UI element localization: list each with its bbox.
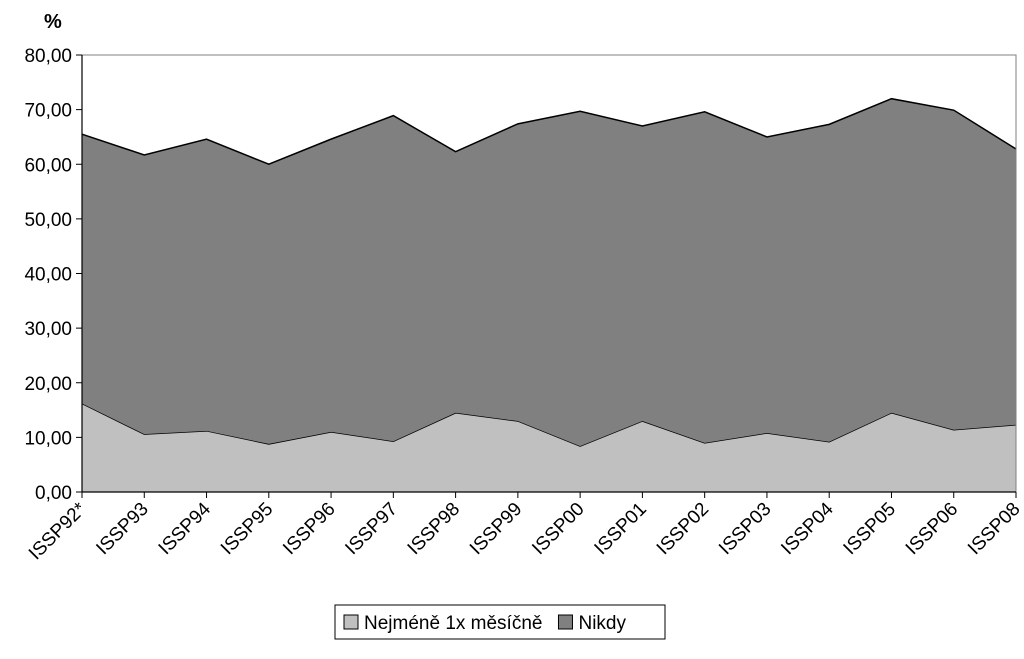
area-series-2-line bbox=[81, 97, 1017, 166]
x-tick-label: ISSP02 bbox=[653, 499, 713, 559]
y-tick-label: 10,00 bbox=[24, 428, 72, 449]
legend-label-1: Nejméně 1x měsíčně bbox=[364, 613, 542, 634]
area-series-2 bbox=[82, 98, 1016, 447]
x-tick-label: ISSP97 bbox=[341, 499, 401, 559]
y-tick-label: 40,00 bbox=[24, 265, 72, 286]
area-series-group bbox=[81, 97, 1017, 492]
x-tick-label: ISSP05 bbox=[840, 499, 900, 559]
area-series-1 bbox=[82, 403, 1016, 492]
x-tick-label: ISSP08 bbox=[964, 499, 1024, 559]
y-tick-labels: 0,00 10,00 20,00 30,00 40,00 50,00 60,00 70,00 8… bbox=[24, 46, 72, 504]
y-tick-label: 50,00 bbox=[24, 210, 72, 231]
x-tick-label: ISSP95 bbox=[217, 499, 277, 559]
x-tick-label: ISSP01 bbox=[591, 499, 651, 559]
x-tick-label: ISSP06 bbox=[902, 499, 962, 559]
x-tick-label: ISSP92* bbox=[25, 498, 91, 564]
y-tick-label: 60,00 bbox=[24, 155, 72, 176]
y-tick-label: 30,00 bbox=[24, 319, 72, 340]
legend-label-2: Nikdy bbox=[578, 613, 626, 634]
x-tick-label: ISSP94 bbox=[155, 498, 216, 559]
x-tick-label: ISSP98 bbox=[404, 499, 464, 559]
legend: Nejméně 1x měsíčně Nikdy bbox=[334, 604, 666, 640]
x-tick-label: ISSP03 bbox=[715, 499, 775, 559]
y-tick-label: 20,00 bbox=[24, 374, 72, 395]
x-tick-label: ISSP93 bbox=[92, 499, 152, 559]
y-tick-label: 80,00 bbox=[24, 46, 72, 67]
y-tick-label: 70,00 bbox=[24, 101, 72, 122]
x-tick-label: ISSP00 bbox=[528, 499, 588, 559]
y-tick-label: 0,00 bbox=[35, 483, 72, 504]
legend-swatch-2 bbox=[557, 614, 573, 630]
y-axis-label: % bbox=[44, 11, 62, 33]
legend-swatch-1 bbox=[343, 614, 359, 630]
x-tick-label: ISSP04 bbox=[777, 498, 838, 559]
legend-box bbox=[334, 604, 666, 640]
x-tick-labels: ISSP92* ISSP93 ISSP94 ISSP95 ISSP96 ISSP97 ISS… bbox=[25, 498, 1024, 564]
axes-group bbox=[76, 54, 1017, 498]
x-tick-label: ISSP99 bbox=[466, 499, 526, 559]
x-tick-label: ISSP96 bbox=[279, 499, 339, 559]
